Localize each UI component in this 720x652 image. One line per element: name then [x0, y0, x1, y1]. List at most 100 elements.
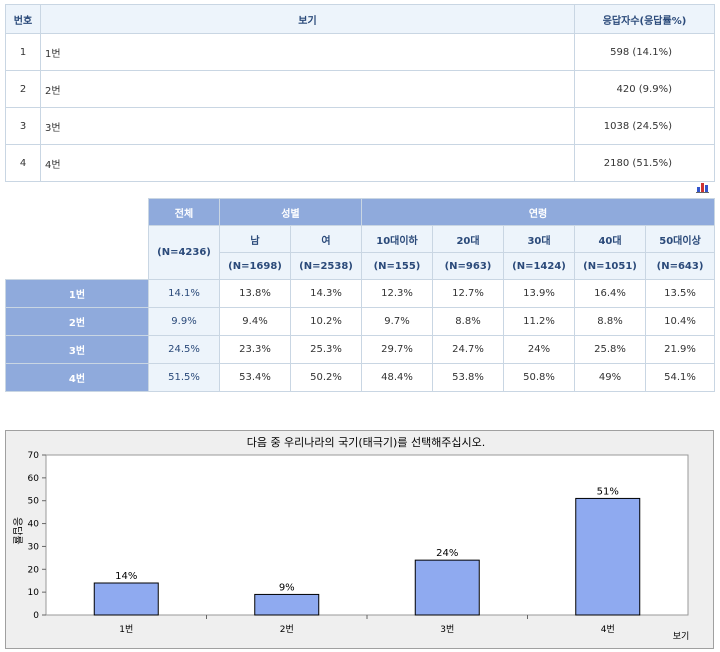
y-tick-label: 50 — [28, 497, 40, 507]
crosstab-cell: 53.4% — [219, 363, 291, 392]
crosstab-total-header: 전체 — [148, 198, 220, 226]
row-no: 1 — [5, 33, 41, 71]
bar — [254, 593, 320, 616]
bar — [575, 497, 641, 616]
header-responses: 응답자수(응답률%) — [574, 4, 715, 34]
y-tick-label: 60 — [28, 474, 40, 484]
crosstab-cell: 54.1% — [644, 363, 716, 392]
crosstab-total-cell: 24.5% — [148, 335, 220, 364]
crosstab-cell: 24.7% — [432, 335, 504, 364]
bar-data-label: 9% — [279, 582, 295, 593]
subhead-age-40: 40대 — [574, 225, 646, 253]
bar — [93, 582, 159, 616]
crosstab-row: 3번 24.5% 23.3% 25.3% 29.7% 24.7% 24% 25.… — [5, 335, 716, 364]
crosstab-row: 1번 14.1% 13.8% 14.3% 12.3% 12.7% 13.9% 1… — [5, 279, 716, 308]
row-no: 3 — [5, 107, 41, 145]
table-row: 1 1번 598 (14.1%) — [5, 33, 715, 71]
subhead-age-10: 10대이하 — [361, 225, 433, 253]
crosstab-cell: 23.3% — [219, 335, 291, 364]
bar-data-label: 51% — [597, 486, 619, 497]
bar-chart: 다음 중 우리나라의 국기(태극기)를 선택해주십시오. 0 10 20 30 40 50… — [11, 435, 690, 642]
row-responses: 2180 (51.5%) — [574, 144, 715, 182]
y-axis-label: 응답률 — [11, 517, 23, 545]
row-no: 2 — [5, 70, 41, 108]
response-table-header: 번호 보기 응답자수(응답률%) — [5, 4, 715, 34]
crosstab-row-label: 3번 — [5, 335, 149, 364]
row-responses: 598 (14.1%) — [574, 33, 715, 71]
crosstab-age-header: 연령 — [360, 198, 716, 226]
bar-data-label: 14% — [115, 571, 137, 582]
bar-chart-panel: 다음 중 우리나라의 국기(태극기)를 선택해주십시오. 0 10 20 30 40 50… — [5, 430, 714, 649]
row-responses: 1038 (24.5%) — [574, 107, 715, 145]
bar-chart-icon[interactable] — [696, 181, 709, 193]
subhead-n-age-50: (N=643) — [644, 252, 716, 280]
crosstab-cell: 14.3% — [290, 279, 362, 308]
crosstab-cell: 25.3% — [290, 335, 362, 364]
subhead-male: 남 — [219, 225, 291, 253]
crosstab-total-cell: 9.9% — [148, 307, 220, 336]
crosstab-cell: 49% — [574, 363, 646, 392]
crosstab-cell: 50.8% — [503, 363, 575, 392]
crosstab-cell: 53.8% — [432, 363, 504, 392]
crosstab-cell: 21.9% — [644, 335, 716, 364]
header-option: 보기 — [40, 4, 575, 34]
subhead-n-female: (N=2538) — [290, 252, 362, 280]
crosstab-table: 전체 성별 연령 (N=4236) 남 여 10대이하 20대 30대 40대 … — [5, 198, 716, 392]
bar — [414, 559, 480, 616]
crosstab-total-cell: 51.5% — [148, 363, 220, 392]
y-tick-label: 10 — [28, 588, 40, 598]
y-tick-label: 20 — [28, 565, 40, 575]
chart-title: 다음 중 우리나라의 국기(태극기)를 선택해주십시오. — [247, 435, 486, 449]
crosstab-total-cell: 14.1% — [148, 279, 220, 308]
crosstab-row: 4번 51.5% 53.4% 50.2% 48.4% 53.8% 50.8% 4… — [5, 363, 716, 392]
subhead-female: 여 — [290, 225, 362, 253]
row-option: 2번 — [40, 70, 575, 108]
subhead-age-20: 20대 — [432, 225, 504, 253]
crosstab-cell: 8.8% — [432, 307, 504, 336]
crosstab-cell: 10.2% — [290, 307, 362, 336]
table-row: 4 4번 2180 (51.5%) — [5, 144, 715, 182]
crosstab-cell: 11.2% — [503, 307, 575, 336]
crosstab-cell: 13.8% — [219, 279, 291, 308]
x-axis-label: 보기 — [673, 631, 690, 642]
bar-data-label: 24% — [436, 548, 458, 559]
crosstab-cell: 13.9% — [503, 279, 575, 308]
row-no: 4 — [5, 144, 41, 182]
response-table: 번호 보기 응답자수(응답률%) 1 1번 598 (14.1%) 2 2번 4… — [5, 4, 715, 182]
crosstab-cell: 48.4% — [361, 363, 433, 392]
crosstab-cell: 12.3% — [361, 279, 433, 308]
crosstab-cell: 29.7% — [361, 335, 433, 364]
table-row: 2 2번 420 (9.9%) — [5, 70, 715, 108]
crosstab-cell: 8.8% — [574, 307, 646, 336]
crosstab-total-n: (N=4236) — [148, 225, 220, 280]
crosstab-cell: 12.7% — [432, 279, 504, 308]
table-row: 3 3번 1038 (24.5%) — [5, 107, 715, 145]
crosstab-row-label: 1번 — [5, 279, 149, 308]
crosstab-cell: 16.4% — [574, 279, 646, 308]
row-option: 1번 — [40, 33, 575, 71]
crosstab-row-label: 4번 — [5, 363, 149, 392]
y-tick-label: 30 — [28, 542, 40, 552]
crosstab-cell: 13.5% — [644, 279, 716, 308]
crosstab-gender-header: 성별 — [219, 198, 362, 226]
header-no: 번호 — [5, 4, 41, 34]
subhead-n-male: (N=1698) — [219, 252, 291, 280]
x-tick-label: 4번 — [601, 624, 615, 635]
y-tick-label: 70 — [28, 451, 40, 461]
crosstab-row-label: 2번 — [5, 307, 149, 336]
y-tick-label: 0 — [33, 611, 39, 621]
subhead-n-age-10: (N=155) — [361, 252, 433, 280]
row-option: 3번 — [40, 107, 575, 145]
crosstab-cell: 10.4% — [644, 307, 716, 336]
row-responses: 420 (9.9%) — [574, 70, 715, 108]
subhead-n-age-40: (N=1051) — [574, 252, 646, 280]
subhead-n-age-30: (N=1424) — [503, 252, 575, 280]
crosstab-cell: 50.2% — [290, 363, 362, 392]
crosstab-row: 2번 9.9% 9.4% 10.2% 9.7% 8.8% 11.2% 8.8% … — [5, 307, 716, 336]
subhead-age-30: 30대 — [503, 225, 575, 253]
crosstab-cell: 9.7% — [361, 307, 433, 336]
y-tick-label: 40 — [28, 520, 40, 530]
crosstab-cell: 9.4% — [219, 307, 291, 336]
crosstab-cell: 24% — [503, 335, 575, 364]
row-option: 4번 — [40, 144, 575, 182]
